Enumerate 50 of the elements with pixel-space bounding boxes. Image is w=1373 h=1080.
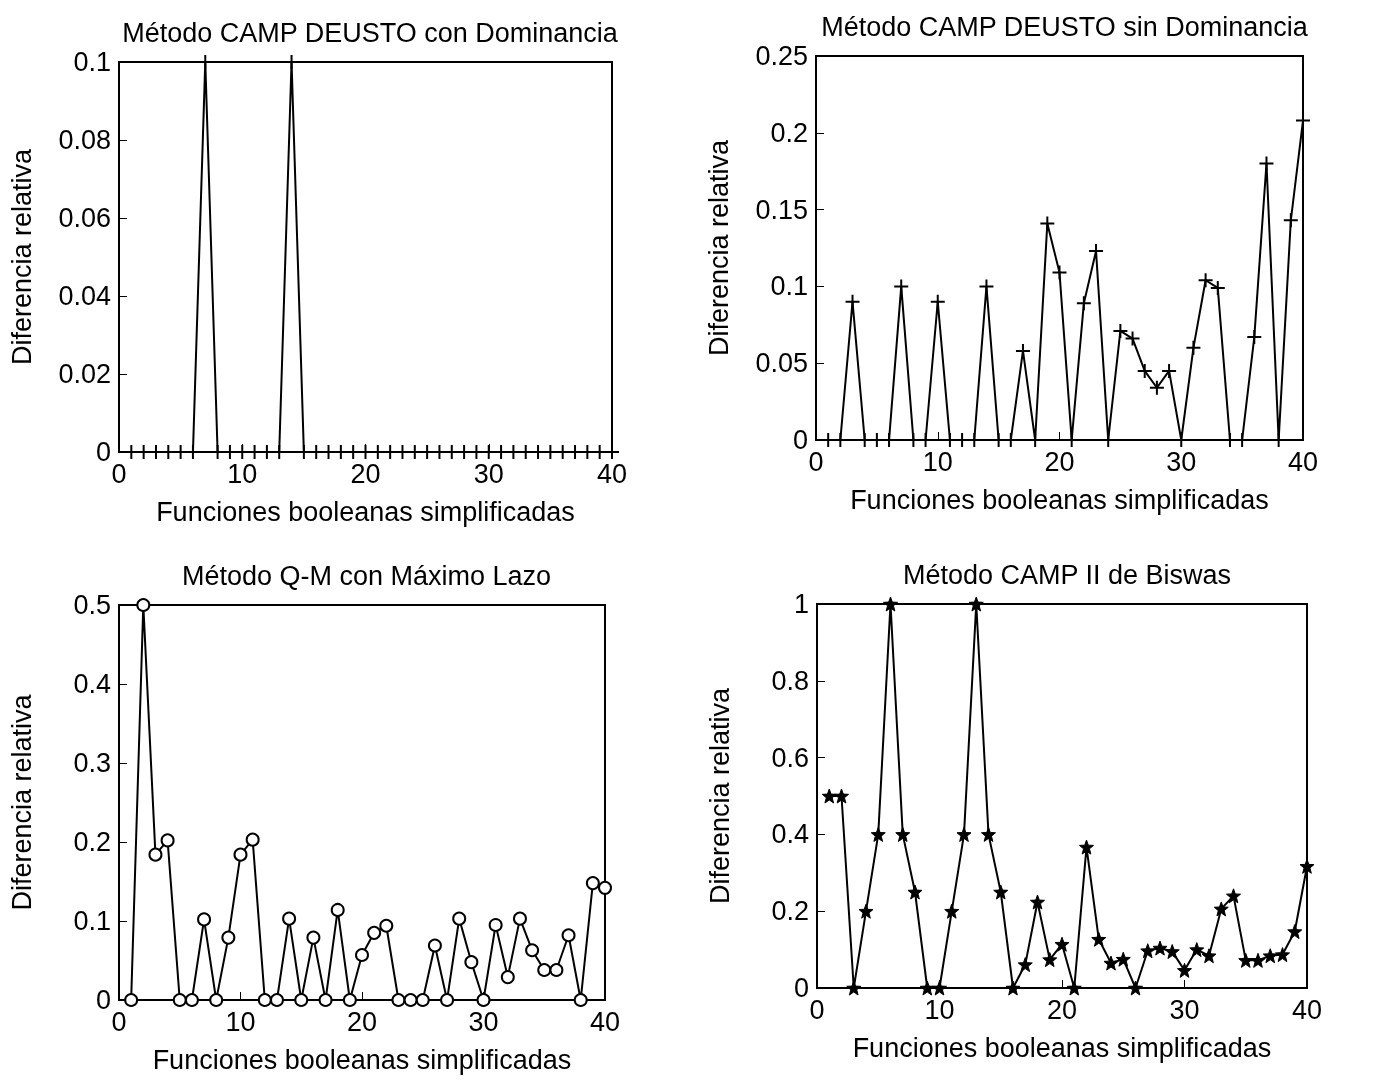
x-tick-label: 10 xyxy=(227,458,258,489)
y-tick-label: 0.1 xyxy=(73,906,111,936)
chart-title: Método CAMP DEUSTO con Dominancia xyxy=(122,17,619,48)
x-tick-label: 40 xyxy=(1291,994,1323,1025)
x-axis-title: Funciones booleanas simplificadas xyxy=(850,484,1269,515)
chart-title: Método CAMP DEUSTO sin Dominancia xyxy=(821,11,1309,42)
y-tick-label: 0.1 xyxy=(770,271,808,302)
y-tick-label: 0 xyxy=(792,425,808,455)
x-tick-label: 20 xyxy=(346,1006,378,1037)
y-tick-label: 0.05 xyxy=(755,348,808,379)
y-tick-label: 0.4 xyxy=(771,819,809,850)
y-tick-label: 0.5 xyxy=(73,590,111,620)
y-axis-title: Diferencia relativa xyxy=(703,138,734,357)
x-tick-label: 10 xyxy=(225,1006,256,1037)
x-tick-label: 20 xyxy=(1044,446,1075,477)
y-tick-label: 0.3 xyxy=(73,748,111,778)
x-tick-label: 30 xyxy=(1166,446,1197,477)
x-axis-title: Funciones booleanas simplificadas xyxy=(152,1044,572,1075)
y-tick-label: 0.25 xyxy=(755,41,808,71)
x-tick-label: 10 xyxy=(924,994,955,1025)
x-tick-label: 40 xyxy=(589,1006,621,1037)
y-tick-label: 0 xyxy=(793,973,809,1003)
y-axis-title: Diferencia relativa xyxy=(6,147,37,366)
x-axis-title: Funciones booleanas simplificadas xyxy=(156,496,575,527)
x-tick-label: 10 xyxy=(922,446,953,477)
x-axis-title: Funciones booleanas simplificadas xyxy=(852,1032,1272,1063)
y-tick-label: 1 xyxy=(793,589,809,619)
y-tick-label: 0.06 xyxy=(58,203,111,233)
chart-title: Método Q-M con Máximo Lazo xyxy=(181,560,552,591)
x-tick-label: 20 xyxy=(350,458,381,489)
y-tick-label: 0.02 xyxy=(58,359,111,389)
y-tick-label: 0.15 xyxy=(755,194,808,225)
y-tick-label: 0.2 xyxy=(771,896,809,927)
y-tick-label: 0.08 xyxy=(58,125,111,155)
y-tick-label: 0.1 xyxy=(73,47,111,77)
x-tick-label: 30 xyxy=(1169,994,1200,1025)
y-tick-label: 0.2 xyxy=(73,827,111,857)
y-tick-label: 0.04 xyxy=(58,281,111,311)
x-tick-label: 30 xyxy=(468,1006,499,1037)
x-tick-label: 30 xyxy=(473,458,504,489)
x-tick-label: 40 xyxy=(1287,446,1319,477)
y-axis-title: Diferencia relativa xyxy=(6,693,37,911)
x-tick-label: 40 xyxy=(596,458,628,489)
y-tick-label: 0.2 xyxy=(770,117,808,148)
chart-title: Método CAMP II de Biswas xyxy=(902,559,1232,590)
y-tick-label: 0.8 xyxy=(771,665,809,696)
y-tick-label: 0.4 xyxy=(73,669,111,699)
y-tick-label: 0.6 xyxy=(771,742,809,773)
x-tick-label: 20 xyxy=(1046,994,1078,1025)
y-axis-title: Diferencia relativa xyxy=(704,686,735,905)
